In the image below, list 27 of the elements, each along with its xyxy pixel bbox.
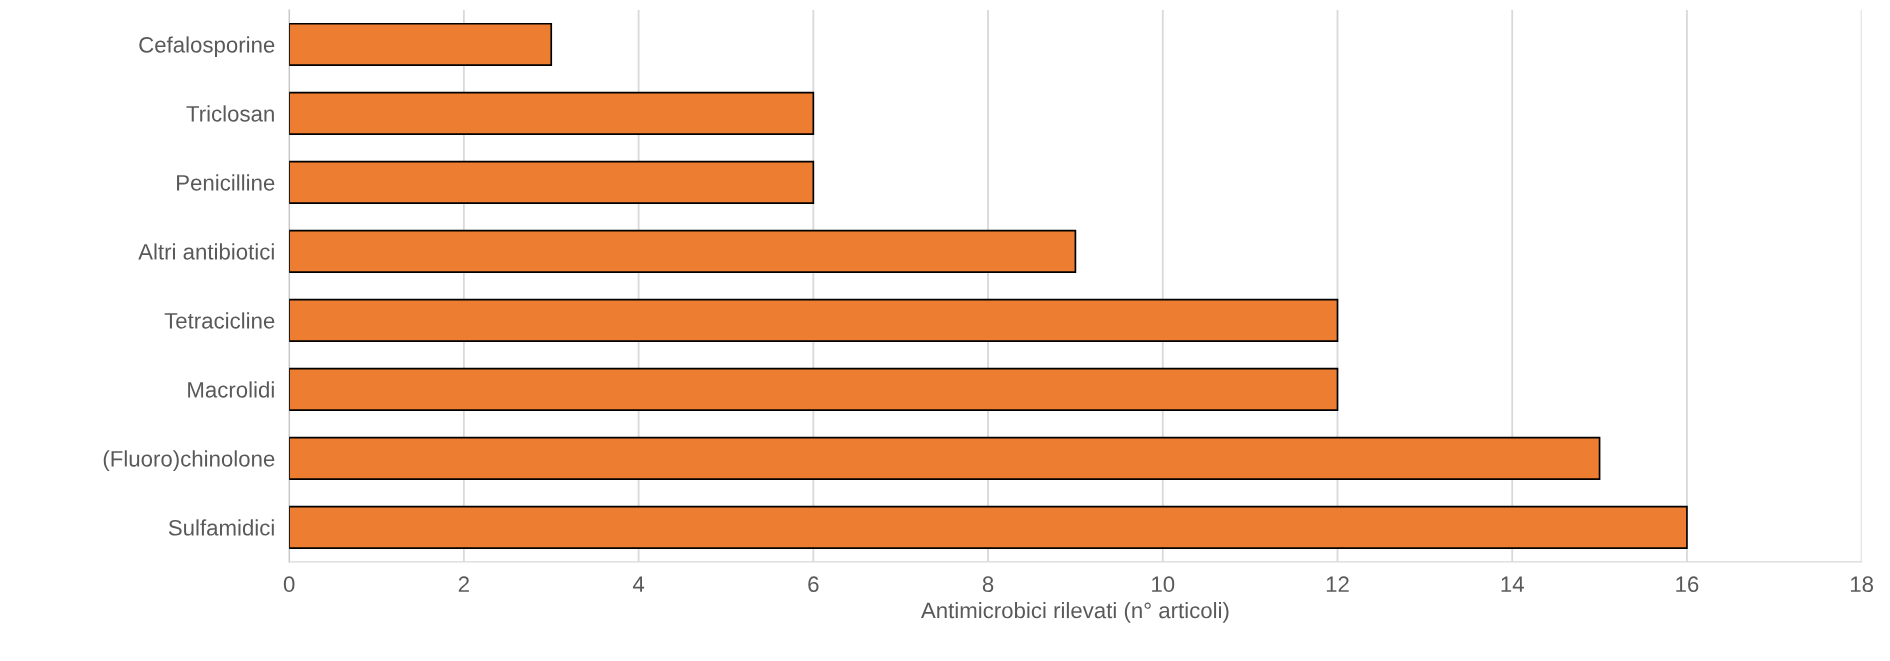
y-tick-label: Triclosan: [186, 105, 274, 122]
bar: [289, 436, 1601, 480]
x-tick-label: 12: [1326, 576, 1349, 592]
bar: [289, 91, 815, 135]
bar: [289, 229, 1077, 273]
x-axis-title: Antimicrobici rilevati (n° articoli): [920, 602, 1229, 623]
y-tick-label: Macrolidi: [188, 381, 274, 398]
x-tick-label: 4: [632, 576, 645, 592]
bar: [289, 367, 1339, 411]
bar: [289, 22, 553, 66]
x-tick-label: 16: [1676, 576, 1699, 593]
y-tick-label: Tetracicline: [164, 312, 275, 329]
y-tick-label: Sulfamidici: [168, 519, 274, 536]
bar: [289, 505, 1688, 549]
x-tick-label: 18: [1850, 576, 1874, 593]
x-tick-label: 6: [808, 576, 819, 593]
y-tick-label: Penicilline: [177, 174, 275, 191]
x-tick-label: 8: [982, 576, 994, 593]
x-tick-label: 14: [1501, 576, 1524, 592]
bar: [289, 160, 815, 204]
bar: [289, 298, 1339, 342]
x-tick-label: 2: [458, 576, 469, 592]
y-tick-label: Cefalosporine: [139, 36, 275, 58]
y-tick-label: Altri antibiotici: [138, 243, 274, 260]
y-tick-label: (Fluoro)chinolone: [103, 450, 275, 472]
x-tick-label: 10: [1152, 576, 1175, 593]
x-tick-label: 0: [283, 576, 295, 593]
